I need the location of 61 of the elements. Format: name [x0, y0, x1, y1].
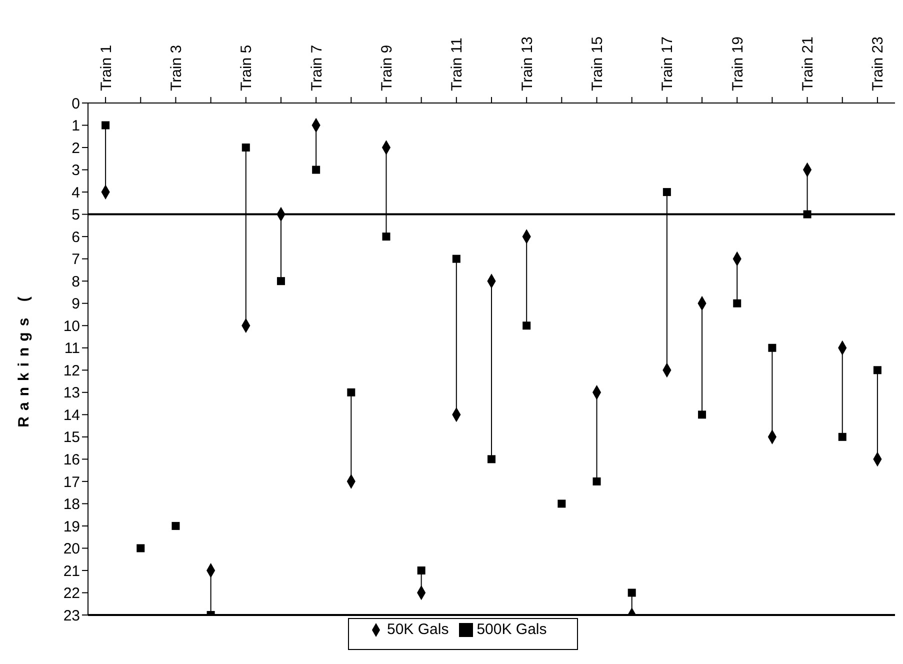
- y-tick-label: 4: [72, 184, 80, 202]
- y-axis-title: Rankings (: [15, 290, 32, 428]
- point: [136, 544, 145, 552]
- point: [662, 188, 671, 196]
- point: [628, 588, 636, 597]
- y-tick-label: 17: [63, 474, 80, 491]
- point: [242, 144, 250, 152]
- y-tick-label: 19: [63, 518, 80, 536]
- y-tick-label: 5: [72, 206, 80, 224]
- y-tick-label: 21: [63, 562, 80, 580]
- y-tick-label: 6: [72, 228, 80, 246]
- y-tick-label: 1: [72, 118, 80, 135]
- point: [698, 410, 706, 419]
- x-tick-label: Train 17: [659, 36, 676, 91]
- point: [873, 366, 882, 374]
- point: [838, 432, 846, 441]
- y-tick-label: 18: [63, 496, 80, 514]
- point: [733, 299, 742, 308]
- y-tick-label: 16: [63, 452, 80, 468]
- y-tick-label: 12: [63, 362, 80, 380]
- point: [768, 344, 776, 352]
- point: [312, 166, 320, 174]
- point: [452, 254, 460, 263]
- y-tick-label: 20: [63, 540, 80, 558]
- y-tick-label: 8: [72, 273, 80, 290]
- y-tick-label: 7: [72, 251, 80, 268]
- y-tick-label: 3: [72, 162, 80, 180]
- point: [382, 232, 390, 241]
- x-tick-label: Train 9: [378, 44, 396, 91]
- point: [488, 455, 496, 464]
- x-tick-label: Train 11: [448, 38, 466, 91]
- point: [347, 388, 356, 396]
- point: [522, 322, 531, 330]
- y-tick-label: 9: [72, 296, 80, 313]
- y-tick-label: 23: [63, 607, 80, 624]
- point: [172, 522, 180, 530]
- y-tick-label: 15: [63, 429, 80, 446]
- y-tick-label: 22: [63, 585, 80, 602]
- x-tick-label: Train 7: [308, 44, 326, 91]
- x-tick-label: Train 5: [238, 44, 256, 91]
- legend-label: 500K Gals: [476, 621, 547, 638]
- x-tick-label: Train 23: [870, 36, 887, 91]
- y-tick-label: 14: [63, 406, 80, 424]
- point: [803, 210, 812, 218]
- y-tick-label: 11: [64, 340, 80, 358]
- point: [276, 277, 285, 286]
- point: [592, 477, 601, 486]
- x-tick-label: Train 19: [729, 36, 746, 91]
- y-tick-label: 13: [63, 384, 80, 402]
- x-tick-label: Train 3: [168, 44, 185, 91]
- y-tick-label: 10: [63, 318, 80, 335]
- x-tick-label: Train 15: [589, 36, 606, 91]
- y-tick-label: 0: [72, 95, 80, 112]
- x-tick-label: Train 1: [98, 44, 115, 91]
- point: [102, 121, 110, 130]
- x-tick-label: Train 21: [800, 36, 817, 91]
- legend-label: 50K Gals: [387, 621, 449, 638]
- point: [417, 566, 426, 574]
- x-tick-label: Train 13: [518, 36, 536, 91]
- y-tick-label: 2: [72, 140, 80, 157]
- point: [558, 500, 566, 508]
